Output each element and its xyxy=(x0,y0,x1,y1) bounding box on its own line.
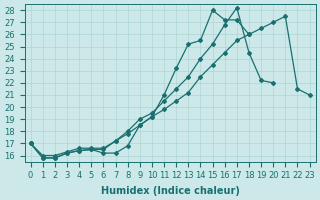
X-axis label: Humidex (Indice chaleur): Humidex (Indice chaleur) xyxy=(101,186,240,196)
